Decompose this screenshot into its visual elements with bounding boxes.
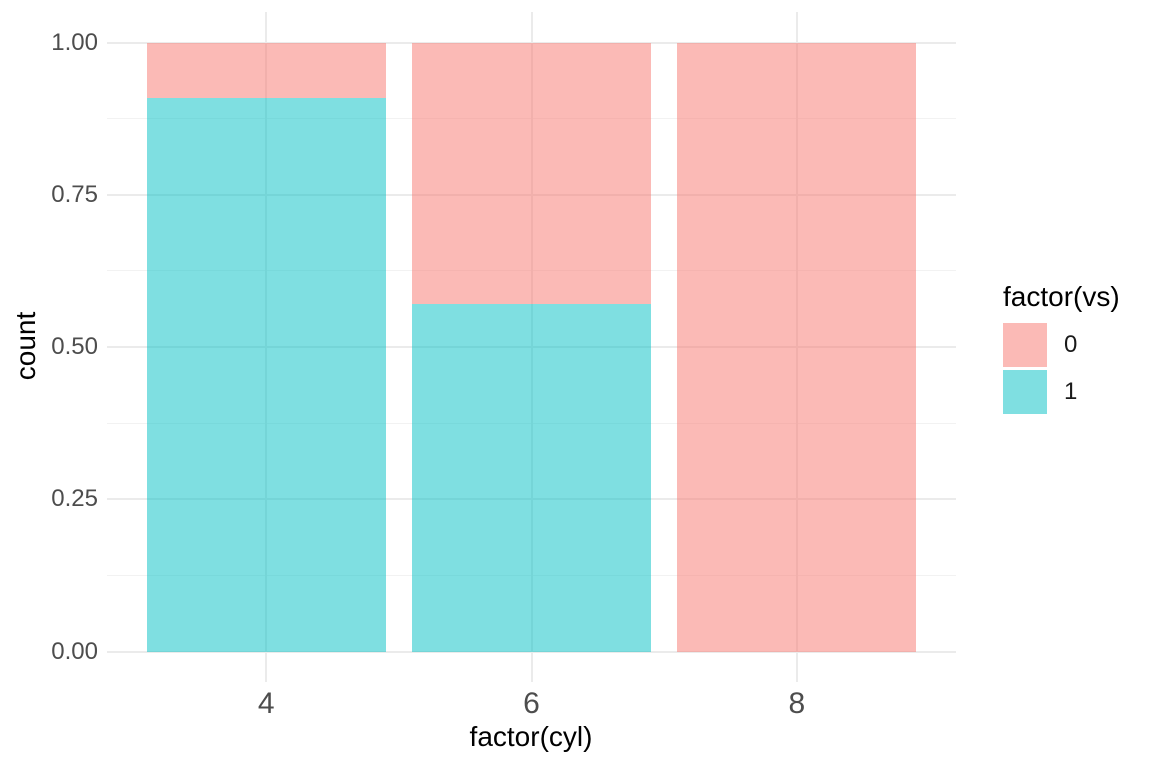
x-tick-label: 8 — [788, 687, 806, 720]
legend-swatch-0 — [1003, 323, 1047, 367]
y-tick-label: 0.75 — [51, 180, 98, 208]
x-tick-label: 4 — [257, 687, 275, 720]
bar-segment-vs1 — [412, 303, 651, 652]
bar-segment-vs0 — [677, 42, 917, 652]
bar-group-6 — [412, 12, 651, 682]
y-tick-label: 0.25 — [51, 485, 98, 513]
legend-key-1: 1 — [1003, 370, 1120, 414]
plot-panel — [107, 12, 956, 682]
legend-swatch-1 — [1003, 370, 1047, 414]
bar-group-8 — [677, 12, 917, 682]
legend-key-0: 0 — [1003, 323, 1120, 367]
bar-segment-vs1 — [146, 97, 386, 652]
legend-label: 1 — [1064, 378, 1078, 405]
x-tick-label: 6 — [523, 687, 540, 720]
x-axis-title: factor(cyl) — [469, 721, 593, 752]
y-tick-label: 0.00 — [51, 637, 98, 665]
legend-label: 0 — [1064, 331, 1078, 358]
bar-segment-vs0 — [412, 42, 651, 304]
y-tick-label: 1.00 — [51, 28, 98, 56]
bar-group-4 — [146, 12, 386, 682]
legend-title: factor(vs) — [1003, 281, 1120, 312]
bar-segment-vs0 — [146, 42, 386, 98]
y-tick-label: 0.50 — [51, 333, 98, 360]
